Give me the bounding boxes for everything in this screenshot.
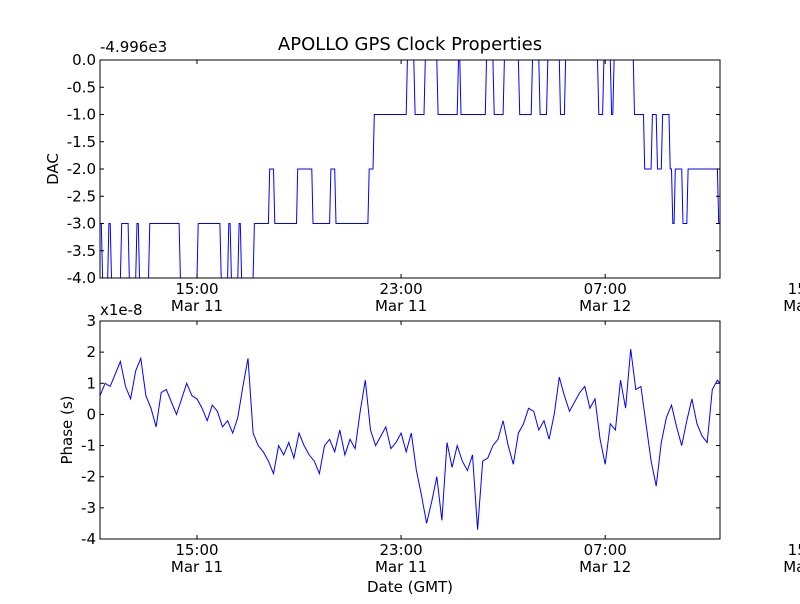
dac-y-tick-label: -0.5	[67, 78, 96, 96]
phase-y-tick-label: -2	[81, 468, 96, 486]
dac-x-tick-date: Mar 12	[579, 297, 631, 315]
phase-x-tick-date: Mar 12	[579, 558, 631, 576]
phase-y-tick-label: -1	[81, 437, 96, 455]
phase-y-tick-label: 3	[86, 312, 96, 330]
dac-y-tick-label: -2.0	[67, 160, 96, 178]
phase-x-tick-date: Mar 11	[171, 558, 223, 576]
dac-x-tick-date: Mar 11	[171, 297, 223, 315]
dac-y-tick-label: -1.5	[67, 133, 96, 151]
dac-x-tick-date: Mar 12	[783, 297, 800, 315]
phase-x-tick-time: 15:00	[175, 541, 218, 559]
phase-x-tick-time: 07:00	[584, 541, 627, 559]
phase-x-tick-date: Mar 12	[783, 558, 800, 576]
dac-y-tick-label: -2.5	[67, 187, 96, 205]
dac-y-ticks: -4.0 -3.5 -3.0 -2.5 -2.0 -1.5 -1.0 -0.5 0.0	[67, 51, 720, 287]
dac-y-tick-label: -1.0	[67, 106, 96, 124]
phase-x-tick-time: 15:00	[788, 541, 800, 559]
chart-title: APOLLO GPS Clock Properties	[278, 34, 542, 55]
phase-axes-frame	[99, 320, 721, 540]
phase-y-tick-label: -4	[81, 530, 96, 548]
phase-plot-area	[100, 321, 720, 539]
phase-y-tick-label: 1	[86, 374, 96, 392]
dac-y-tick-label: -3.0	[67, 215, 96, 233]
dac-y-tick-label: 0.0	[72, 51, 96, 69]
phase-x-tick-date: Mar 11	[375, 558, 427, 576]
phase-y-tick-label: 0	[86, 405, 96, 423]
phase-y-ticks: -4 -3 -2 -1 0 1 2 3	[81, 312, 720, 548]
dac-axes-frame	[99, 59, 721, 279]
phase-y-axis-label: Phase (s)	[58, 395, 76, 464]
x-axis-label: Date (GMT)	[367, 578, 453, 596]
dac-x-tick-time: 23:00	[379, 280, 422, 298]
dac-x-tick-time: 07:00	[584, 280, 627, 298]
phase-y-tick-label: -3	[81, 499, 96, 517]
dac-plot-area	[100, 60, 720, 278]
phase-series-line	[99, 348, 721, 530]
phase-y-tick-label: 2	[86, 343, 96, 361]
phase-x-tick-time: 23:00	[379, 541, 422, 559]
dac-y-tick-label: -4.0	[67, 269, 96, 287]
dac-x-tick-time: 15:00	[175, 280, 218, 298]
phase-offset-text: x1e-8	[100, 301, 143, 319]
dac-y-tick-label: -3.5	[67, 242, 96, 260]
dac-offset-text: -4.996e3	[100, 38, 167, 56]
dac-x-tick-time: 15:00	[788, 280, 800, 298]
dac-x-tick-date: Mar 11	[375, 297, 427, 315]
dac-panel: APOLLO GPS Clock Properties -4.996e3 DAC…	[44, 34, 800, 315]
dac-y-axis-label: DAC	[44, 153, 62, 185]
